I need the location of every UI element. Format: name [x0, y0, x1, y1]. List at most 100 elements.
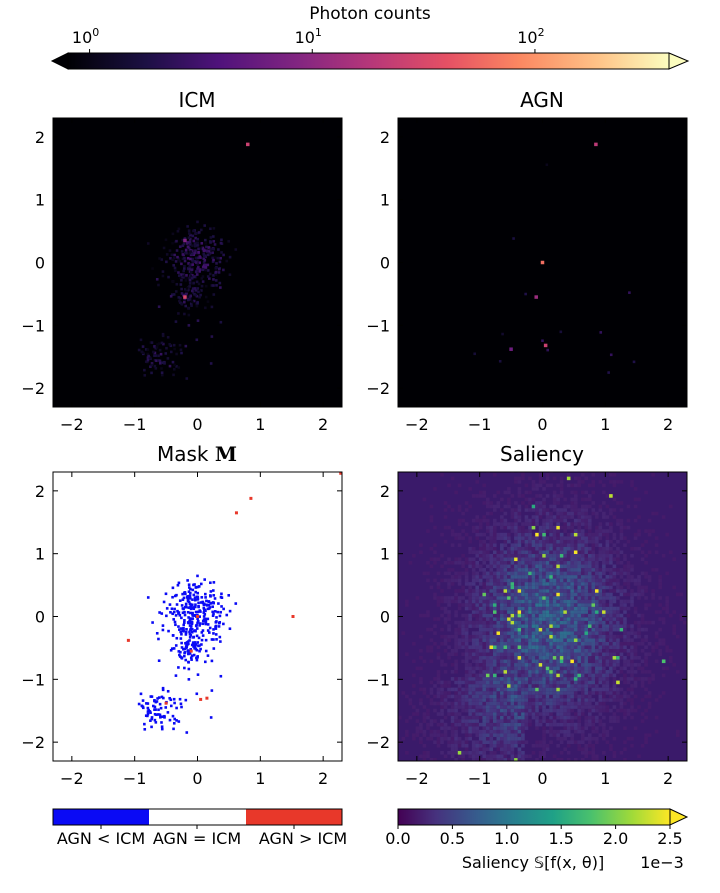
mask-pixel-agn-less [202, 615, 206, 618]
saliency-pixel [496, 490, 501, 495]
saliency-pixel [647, 691, 652, 695]
saliency-pixel [542, 582, 546, 586]
saliency-pixel [514, 603, 518, 607]
saliency-pixel [612, 652, 617, 657]
saliency-pixel [429, 645, 434, 650]
icm-pixel [199, 247, 203, 250]
saliency-pixel [563, 684, 567, 688]
saliency-pixel [461, 687, 465, 692]
saliency-pixel [580, 585, 585, 590]
saliency-pixel [647, 518, 652, 523]
saliency-pixel [559, 599, 564, 604]
saliency-pixel [500, 638, 504, 642]
saliency-pixel [563, 472, 567, 474]
saliency-pixel [563, 648, 567, 653]
saliency-pixel [415, 729, 420, 734]
saliency-pixel [591, 743, 596, 748]
x-tick-label: −2 [60, 769, 84, 788]
icm-pixel [190, 276, 194, 280]
saliency-pixel [475, 729, 480, 734]
saliency-pixel [563, 575, 567, 579]
saliency-pixel [521, 634, 525, 639]
saliency-pixel [580, 582, 585, 586]
saliency-pixel [531, 596, 536, 600]
saliency-pixel [577, 627, 582, 632]
icm-pixel [171, 280, 175, 283]
saliency-pixel [485, 648, 490, 653]
saliency-pixel [450, 634, 455, 639]
saliency-pixel [524, 670, 529, 674]
mask-pixel-agn-less [175, 636, 179, 640]
icm-pixel [192, 299, 196, 303]
saliency-pixel [471, 645, 476, 650]
saliency-pixel [517, 560, 522, 565]
saliency-pixel [549, 518, 553, 523]
saliency-pixel [461, 652, 465, 657]
saliency-pixel [619, 641, 624, 646]
saliency-pixel [489, 536, 494, 540]
saliency-pixel [461, 701, 465, 706]
saliency-pixel [507, 722, 511, 727]
saliency-pixel [524, 677, 529, 681]
mask-pixel-agn-less [196, 673, 200, 676]
saliency-pixel [514, 712, 518, 716]
saliency-pixel [605, 729, 610, 734]
mask-label-less: AGN < ICM [57, 829, 145, 848]
saliency-pixel [478, 722, 483, 727]
mask-pixel-agn-less [193, 641, 197, 644]
saliency-pixel [485, 564, 490, 569]
saliency-pixel [563, 525, 567, 530]
saliency-pixel [630, 655, 634, 660]
icm-pixel [201, 275, 205, 278]
saliency-pixel [591, 638, 596, 642]
saliency-pixel [447, 638, 451, 642]
saliency-pixel [429, 687, 434, 692]
saliency-pixel [471, 701, 476, 706]
saliency-pixel [542, 592, 546, 597]
saliency-pixel [528, 712, 532, 716]
saliency-pixel [482, 575, 487, 579]
saliency-pixel [552, 518, 557, 523]
saliency-pixel [440, 553, 444, 558]
saliency-pixel [570, 708, 574, 713]
mask-pixel-agn-less [197, 585, 201, 588]
saliency-pixel [566, 553, 571, 558]
tick-exponent: 0 [92, 26, 99, 39]
saliency-pixel [549, 564, 553, 569]
saliency-pixel [609, 589, 613, 593]
saliency-pixel [654, 511, 659, 516]
saliency-pixel [556, 715, 560, 720]
mask-pixel-agn-greater [126, 638, 130, 642]
saliency-pixel [577, 641, 582, 646]
saliency-pixel [570, 680, 574, 685]
saliency-pixel [492, 638, 497, 642]
saliency-pixel [566, 599, 571, 604]
icm-pixel [198, 261, 202, 264]
saliency-pixel [485, 726, 490, 730]
saliency-pixel [443, 508, 448, 512]
saliency-pixel [507, 758, 511, 761]
saliency-pixel [531, 480, 536, 484]
saliency-pixel [419, 754, 423, 759]
saliency-pixel [468, 550, 472, 555]
saliency-pixel [450, 733, 455, 737]
saliency-pixel [630, 645, 634, 650]
saliency-pixel [478, 680, 483, 685]
saliency-pixel [619, 606, 624, 611]
saliency-pixel [563, 691, 567, 695]
mask-pixel-agn-greater [189, 649, 193, 653]
mask-pixel-agn-less [209, 594, 212, 597]
saliency-pixel [584, 522, 589, 526]
mask-pixel-agn-less [187, 606, 191, 609]
mask-pixel-agn-less [189, 587, 192, 591]
icm-pixel [178, 301, 182, 304]
saliency-pixel [644, 603, 648, 607]
saliency-pixel [587, 712, 592, 716]
saliency-pixel [559, 610, 564, 614]
saliency-pixel [587, 705, 592, 709]
saliency-pixel [457, 522, 462, 526]
icm-pixel [181, 238, 184, 242]
saliency-pixel [580, 532, 585, 537]
saliency-pixel [535, 487, 539, 491]
